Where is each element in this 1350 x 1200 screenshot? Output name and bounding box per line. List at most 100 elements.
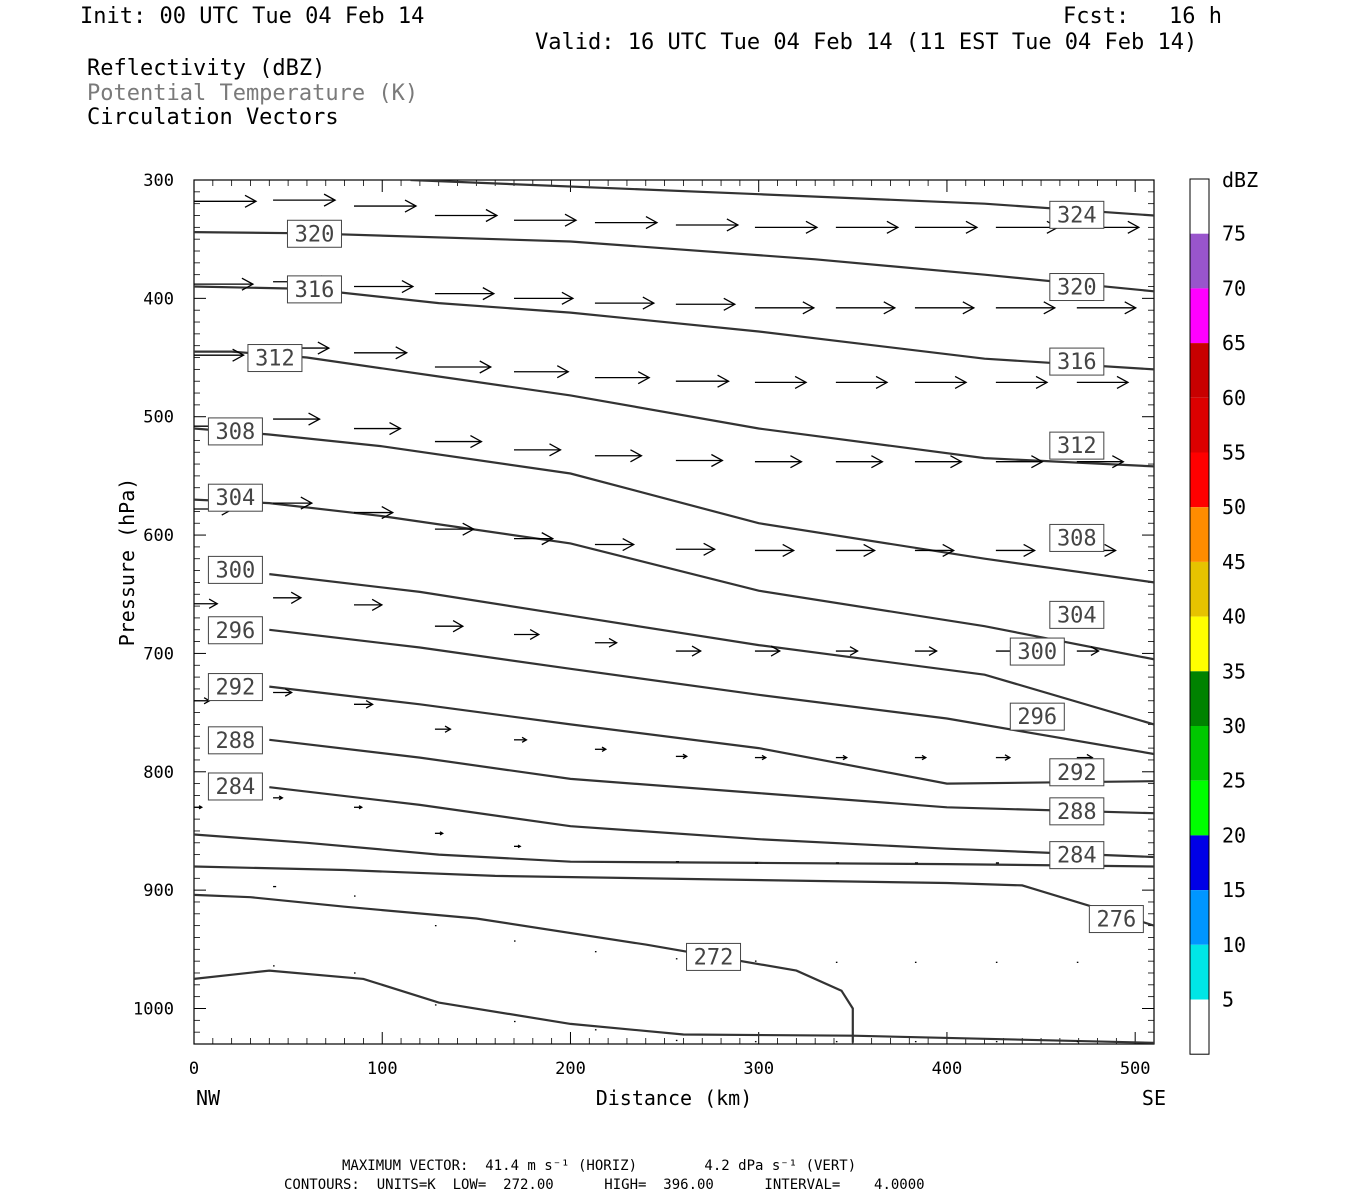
circulation-vector-head bbox=[782, 543, 796, 558]
contour-label: 284 bbox=[1057, 844, 1097, 869]
theta-contour-line bbox=[194, 833, 1154, 868]
circulation-vector-head bbox=[1031, 455, 1044, 469]
circulation-vector-head bbox=[802, 301, 816, 315]
colorbar-bin bbox=[1190, 233, 1209, 289]
y-tick-label: 800 bbox=[143, 763, 174, 783]
circulation-vector-head bbox=[470, 434, 483, 449]
dbz-colorbar: dBZ 5 10 15 20 25 30 35 40 45 50 55 60 65 70 75 bbox=[1189, 168, 1258, 1055]
circulation-vector-head bbox=[284, 688, 293, 697]
circulation-vector-head bbox=[622, 537, 636, 552]
circulation-vector-head bbox=[439, 831, 445, 836]
circulation-vector-head bbox=[482, 287, 496, 301]
circulation-vector-head bbox=[1004, 754, 1012, 761]
colorbar-label: 55 bbox=[1222, 441, 1246, 465]
contour-label-box bbox=[1049, 600, 1105, 629]
circulation-vector-head bbox=[485, 208, 499, 223]
circulation-vector-head bbox=[1112, 455, 1125, 469]
circulation-vector-head bbox=[549, 443, 562, 457]
circulation-vector-head bbox=[883, 301, 897, 315]
colorbar-frame bbox=[1189, 178, 1210, 1055]
circulation-vector-head bbox=[921, 754, 928, 761]
colorbar-label: 5 bbox=[1222, 988, 1234, 1012]
circulation-vector-head bbox=[404, 199, 418, 213]
colorbar-label: 50 bbox=[1222, 495, 1246, 519]
circulation-vector-head bbox=[1023, 543, 1036, 558]
valid-time: Valid: 16 UTC Tue 04 Feb 14 (11 EST Tue … bbox=[535, 30, 1198, 55]
x-axis-title: Distance (km) bbox=[596, 1086, 753, 1110]
circulation-vector-head bbox=[761, 754, 768, 761]
circulation-vector-head bbox=[278, 795, 284, 801]
circulation-vector-head bbox=[462, 522, 476, 536]
circulation-vector-head bbox=[703, 542, 716, 556]
contour-labels: 3243203203163163123123083083043043003002… bbox=[207, 200, 1144, 971]
circulation-vector-head bbox=[358, 805, 364, 810]
colorbar-bin bbox=[1190, 179, 1209, 234]
circulation-vector-head bbox=[630, 449, 643, 463]
contour-label-box bbox=[286, 219, 342, 248]
x-tick-label: 300 bbox=[743, 1059, 774, 1079]
colorbar-bin bbox=[1190, 999, 1209, 1055]
axis-labels: 0 100 200 300 400 500 300 400 500 600 700 800 900 100… bbox=[115, 171, 1166, 1110]
contour-label: 320 bbox=[1057, 276, 1097, 301]
circulation-vector-head bbox=[208, 598, 219, 609]
field-circulation-vectors: Circulation Vectors bbox=[87, 105, 339, 130]
x-tick-label: 400 bbox=[932, 1059, 963, 1079]
circulation-vector-head bbox=[1124, 301, 1138, 315]
circulation-vector-head bbox=[365, 700, 374, 709]
theta-contour-284 bbox=[269, 786, 1154, 859]
circulation-vector-head bbox=[723, 297, 737, 311]
contour-label: 276 bbox=[1096, 908, 1136, 933]
contour-label: 324 bbox=[1057, 203, 1097, 228]
circulation-vector-head bbox=[564, 213, 578, 227]
circulation-vector-head bbox=[323, 193, 337, 207]
cross-section-chart: 3243203203163163123123083083043043003002… bbox=[115, 168, 1258, 1110]
circulation-vector-head bbox=[1043, 301, 1057, 315]
contour-label-box bbox=[207, 417, 263, 446]
circulation-vector-head bbox=[928, 646, 938, 656]
colorbar-bin bbox=[1190, 507, 1209, 562]
contour-label: 284 bbox=[216, 775, 256, 800]
contour-label: 308 bbox=[216, 420, 256, 445]
y-tick-label: 1000 bbox=[133, 999, 174, 1019]
colorbar-label: 70 bbox=[1222, 276, 1246, 300]
contour-label: 304 bbox=[216, 486, 256, 511]
circulation-vector-head bbox=[1035, 375, 1049, 389]
y-tick-label: 300 bbox=[143, 171, 174, 191]
contour-label-box bbox=[1088, 905, 1144, 934]
contour-label-box bbox=[1049, 758, 1105, 787]
circulation-vector-head bbox=[232, 348, 245, 362]
circulation-vector-head bbox=[561, 291, 575, 305]
contour-label-box bbox=[207, 726, 263, 755]
contour-label-box bbox=[1009, 637, 1065, 666]
circulation-vector-head bbox=[521, 736, 528, 743]
theta-contour-288 bbox=[269, 738, 1154, 815]
colorbar-title: dBZ bbox=[1222, 168, 1258, 192]
colorbar-label: 60 bbox=[1222, 386, 1246, 410]
colorbar-label: 40 bbox=[1222, 605, 1246, 629]
colorbar-label: 15 bbox=[1222, 878, 1246, 902]
contour-label: 316 bbox=[1057, 350, 1097, 375]
colorbar-bin bbox=[1190, 561, 1209, 617]
circulation-vector-head bbox=[601, 746, 608, 753]
circulation-vector-head bbox=[965, 220, 979, 234]
circulation-vector-head bbox=[1104, 543, 1117, 558]
circulation-vector-head bbox=[308, 412, 321, 426]
circulation-vector-head bbox=[1090, 646, 1100, 656]
circulation-vector-head bbox=[717, 374, 730, 388]
circulation-vector-head bbox=[1116, 375, 1130, 389]
y-tick-label: 500 bbox=[143, 408, 174, 428]
colorbar-bin bbox=[1190, 671, 1209, 726]
contour-label: 316 bbox=[295, 278, 335, 303]
circulation-vector-head bbox=[954, 375, 968, 389]
theta-contour-304 bbox=[194, 498, 1154, 661]
x-tick-label: 500 bbox=[1120, 1059, 1151, 1079]
y-tick-label: 900 bbox=[143, 881, 174, 901]
contour-label-box bbox=[1049, 347, 1105, 376]
x-tick-label: 200 bbox=[555, 1059, 586, 1079]
circulation-vector-head bbox=[1127, 220, 1141, 234]
axis-ticks bbox=[193, 179, 1155, 1045]
contour-label-box bbox=[207, 673, 263, 702]
contour-label: 312 bbox=[1057, 434, 1097, 459]
contour-label-box bbox=[207, 555, 263, 584]
field-potential-temperature: Potential Temperature (K) bbox=[87, 81, 419, 106]
